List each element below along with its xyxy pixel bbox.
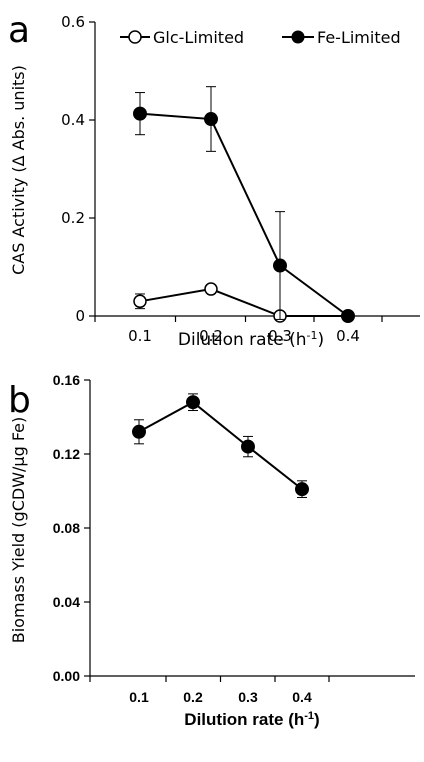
panel-a-series-0-line bbox=[139, 288, 348, 317]
panel-b-y-tick-label: 0.08 bbox=[53, 520, 80, 536]
panel-b-x-tick-label: 0.3 bbox=[238, 689, 258, 705]
panel-a-data-point bbox=[133, 294, 147, 309]
panel-b-series-0-line bbox=[138, 401, 303, 490]
panel-b-data-point bbox=[186, 395, 200, 410]
panel-a-data-point bbox=[273, 258, 287, 273]
legend-marker-glc bbox=[128, 30, 142, 44]
panel-a-legend: Glc-Limited Fe-Limited bbox=[120, 28, 401, 47]
panel-b-x-axis-label: Dilution rate (h-1) bbox=[184, 710, 319, 729]
panel-a: a CAS Activity (Δ Abs. units) Dilution r… bbox=[8, 10, 420, 350]
panel-b-y-tick-label: 0.16 bbox=[53, 372, 80, 388]
panel-a-y-tick-label: 0.2 bbox=[61, 209, 85, 227]
panel-a-series-1-line bbox=[139, 112, 349, 317]
panel-a-y-tick-label: 0 bbox=[75, 307, 85, 325]
panel-b-data-point bbox=[295, 482, 309, 497]
panel-a-data-point bbox=[341, 309, 355, 323]
panel-a-x-tick-label: 0.1 bbox=[128, 327, 152, 345]
panel-b-x-tick-label: 0.2 bbox=[183, 689, 203, 705]
panel-b: b Biomass Yield (gCDW/µg Fe) Dilution ra… bbox=[8, 372, 415, 729]
panel-b-y-axis-label: Biomass Yield (gCDW/µg Fe) bbox=[9, 417, 28, 643]
panel-a-x-tick-label: 0.2 bbox=[199, 327, 223, 345]
legend-label-fe: Fe-Limited bbox=[317, 28, 401, 47]
panel-a-x-tick-label: 0.4 bbox=[336, 327, 360, 345]
panel-a-data-point bbox=[204, 112, 218, 127]
legend-marker-fe bbox=[291, 30, 305, 44]
panel-a-x-axis-label: Dilution rate (h-1) bbox=[178, 329, 324, 350]
panel-a-y-tick-label: 0.4 bbox=[61, 111, 85, 129]
panel-b-y-tick-label: 0.00 bbox=[53, 668, 80, 684]
panel-a-label: a bbox=[8, 10, 30, 51]
panel-a-x-tick-label: 0.3 bbox=[268, 327, 292, 345]
panel-a-y-axis-label: CAS Activity (Δ Abs. units) bbox=[9, 65, 28, 275]
panel-b-y-tick-label: 0.04 bbox=[53, 594, 80, 610]
panel-a-data-point bbox=[133, 106, 147, 121]
panel-b-label: b bbox=[8, 380, 31, 421]
panel-a-data-point bbox=[204, 282, 218, 296]
panel-b-x-tick-label: 0.1 bbox=[129, 689, 149, 705]
panel-b-y-tick-label: 0.12 bbox=[53, 446, 80, 462]
panel-a-y-tick-label: 0.6 bbox=[61, 13, 85, 31]
panel-b-data-point bbox=[241, 439, 255, 454]
panel-b-x-tick-label: 0.4 bbox=[292, 689, 312, 705]
panel-b-data-point bbox=[132, 424, 146, 439]
legend-label-glc: Glc-Limited bbox=[153, 28, 244, 47]
